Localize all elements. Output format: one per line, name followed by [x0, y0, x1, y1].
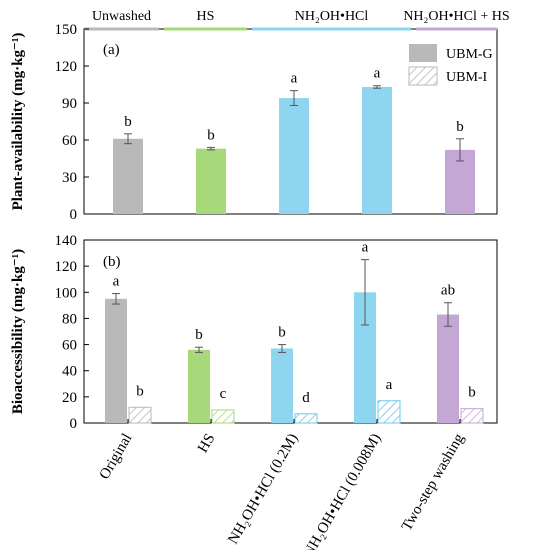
bar-a-3	[362, 86, 392, 214]
bar-ubm-i-2	[294, 413, 318, 424]
y-tick-label: 150	[55, 22, 78, 38]
significance-label: ab	[441, 283, 455, 299]
y-axis-title-b: Bioaccessibility (mg·kg⁻¹)	[10, 249, 26, 414]
y-axis-title-a: Plant-availability (mg·kg⁻¹)	[10, 33, 26, 211]
bar-a-0	[113, 138, 143, 214]
y-tick-label: 120	[55, 259, 78, 275]
bar-ubm-g-4	[437, 314, 459, 423]
y-tick-label: 20	[62, 390, 77, 406]
significance-label: c	[220, 386, 227, 402]
legend-label: UBM-G	[446, 47, 493, 62]
significance-label: b	[468, 385, 476, 401]
panel-label-b: (b)	[103, 254, 121, 270]
y-tick-label: 90	[62, 96, 77, 112]
x-category-label: Two-step washing	[399, 431, 468, 534]
significance-label: b	[456, 119, 464, 135]
legend-swatch-ubm-g	[409, 44, 437, 62]
group-label: HS	[197, 9, 215, 24]
bar-ubm-g-3	[354, 292, 376, 423]
group-label: Unwashed	[92, 9, 151, 24]
y-tick-label: 100	[55, 285, 78, 301]
significance-label: a	[113, 274, 120, 290]
x-category-label: HS	[195, 431, 218, 456]
bar-ubm-i-3	[377, 400, 401, 424]
legend-swatch-ubm-i	[408, 66, 438, 86]
bar-a-1	[196, 148, 226, 214]
bar-ubm-i-1	[211, 409, 235, 424]
significance-label: b	[207, 127, 215, 143]
bar-ubm-g-1	[188, 349, 210, 423]
bar-ubm-g-2	[271, 348, 293, 423]
y-tick-label: 40	[62, 364, 77, 380]
y-tick-label: 140	[55, 233, 78, 249]
legend-label: UBM-I	[446, 70, 488, 85]
x-category-label: NH₂OH•HCl (0.008M)	[301, 431, 385, 550]
bar-ubm-i-4	[460, 408, 484, 424]
significance-label: b	[278, 325, 286, 341]
x-category-label: NH₂OH•HCl (0.2M)	[225, 431, 301, 547]
bar-ubm-g-0	[105, 298, 127, 423]
y-tick-label: 30	[62, 170, 77, 186]
y-tick-label: 0	[70, 207, 78, 223]
significance-label: a	[362, 240, 369, 256]
bar-a-2	[279, 98, 309, 214]
group-label: NH₂OH•HCl	[295, 9, 369, 24]
bar-ubm-i-0	[128, 406, 152, 424]
y-tick-label: 60	[62, 338, 77, 354]
significance-label: a	[291, 71, 298, 87]
significance-label: a	[386, 377, 393, 393]
y-tick-label: 0	[70, 416, 78, 432]
significance-label: b	[195, 327, 203, 343]
y-tick-label: 120	[55, 59, 78, 75]
y-tick-label: 60	[62, 133, 77, 149]
group-label: NH₂OH•HCl + HS	[403, 9, 509, 24]
significance-label: a	[374, 66, 381, 82]
x-category-label: Original	[97, 431, 136, 482]
significance-label: b	[124, 114, 132, 130]
significance-label: d	[302, 390, 310, 406]
y-tick-label: 80	[62, 311, 77, 327]
panel-label-a: (a)	[103, 42, 120, 58]
significance-label: b	[136, 383, 144, 399]
